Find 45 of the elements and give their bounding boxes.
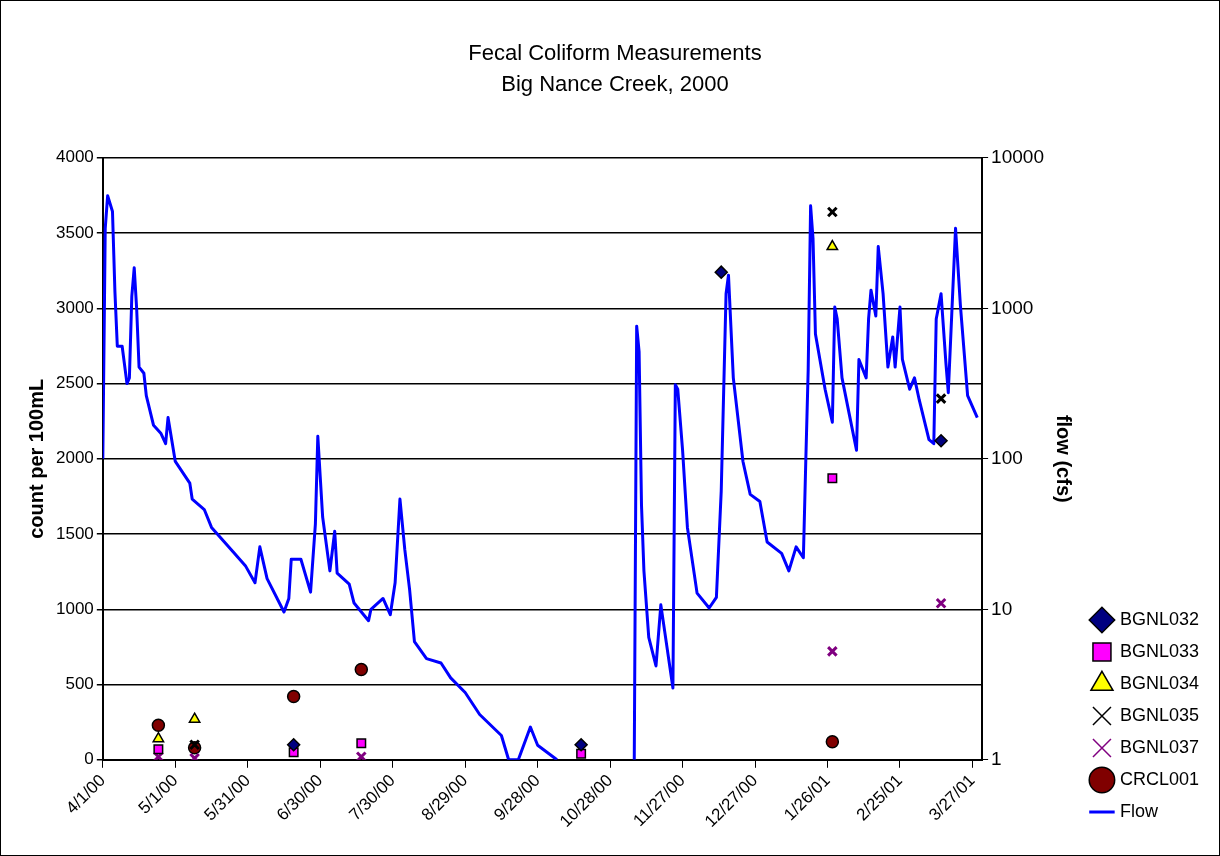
point	[825, 734, 840, 749]
chart-title: Fecal Coliform Measurements	[468, 40, 762, 66]
legend-label: BGNL037	[1119, 736, 1200, 757]
y2-tick-label: 10	[991, 597, 1013, 619]
point	[574, 737, 588, 752]
point	[935, 597, 947, 610]
legend-label: BGNL035	[1119, 704, 1200, 725]
point	[152, 731, 165, 743]
legend-label: BGNL034	[1119, 672, 1200, 693]
point	[934, 433, 948, 448]
y-tick-label: 3000	[55, 297, 94, 317]
y2-tick-label: 100	[991, 447, 1023, 469]
point	[153, 744, 164, 755]
point	[576, 748, 587, 759]
point	[151, 718, 166, 732]
y-tick-label: 1500	[55, 523, 94, 543]
y-tick-label: 2000	[55, 448, 94, 468]
point	[826, 239, 839, 251]
point	[286, 689, 301, 704]
y-tick-label: 2500	[55, 373, 94, 393]
point	[188, 712, 201, 723]
point	[935, 392, 947, 405]
chart-subtitle: Big Nance Creek, 2000	[501, 70, 729, 96]
y-tick-label: 3500	[55, 222, 94, 242]
y-tick-label: 1000	[55, 598, 94, 618]
point	[826, 645, 839, 658]
y2-tick-label: 1	[991, 748, 1002, 770]
point	[356, 738, 367, 749]
legend-label: BGNL033	[1119, 640, 1200, 661]
y2-tick-label: 1000	[991, 296, 1034, 318]
y-tick-label: 4000	[55, 147, 94, 167]
y-tick-label: 0	[84, 749, 94, 769]
y-axis-title: count per 100mL	[24, 378, 47, 539]
legend-label: CRCL001	[1119, 768, 1199, 789]
y-tick-label: 500	[65, 674, 94, 694]
point	[354, 662, 369, 677]
y2-axis-title: flow (cfs)	[1053, 414, 1076, 503]
point	[714, 265, 728, 279]
y2-tick-label: 10000	[991, 146, 1044, 168]
point	[286, 737, 301, 752]
point	[188, 738, 201, 751]
legend-label: BGNL032	[1119, 608, 1200, 629]
point	[827, 473, 838, 484]
point	[826, 206, 839, 218]
legend-label: Flow	[1119, 800, 1159, 821]
